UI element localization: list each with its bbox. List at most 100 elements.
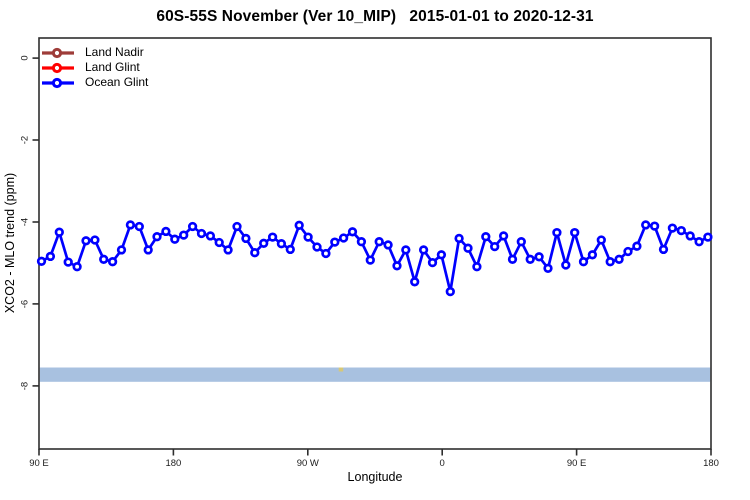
ocean-glint-marker (312, 242, 322, 252)
y-tick-label: -6 (19, 299, 31, 309)
legend-label: Ocean Glint (85, 75, 149, 89)
x-tick-label: 90 W (296, 458, 319, 469)
ocean-glint-marker (454, 233, 464, 244)
ocean-glint-marker (179, 230, 189, 240)
ocean-glint-marker (605, 257, 615, 267)
legend-label: Land Nadir (85, 45, 144, 59)
ocean-glint-marker (481, 232, 491, 242)
ocean-glint-marker (383, 240, 393, 250)
ocean-glint-marker (116, 245, 127, 255)
ocean-glint-marker (81, 236, 91, 246)
ocean-glint-marker (463, 243, 473, 253)
ocean-glint-marker (90, 235, 100, 245)
ocean-glint-marker (516, 237, 526, 247)
legend-item-land-nadir: Land Nadir (41, 45, 148, 60)
ocean-glint-marker (392, 261, 402, 271)
ocean-glint-marker (285, 244, 295, 255)
ocean-glint-marker (410, 277, 420, 287)
ocean-glint-marker (294, 220, 304, 230)
ocean-glint-marker (561, 260, 571, 270)
ocean-glint-marker (107, 257, 118, 267)
ocean-glint-marker (232, 221, 242, 232)
ocean-glint-marker (534, 252, 544, 262)
ocean-glint-marker (276, 239, 287, 249)
ocean-glint-marker (250, 248, 260, 258)
ocean-glint-marker (365, 255, 375, 265)
ocean-glint-marker (641, 220, 651, 230)
ocean-glint-marker (703, 232, 713, 242)
y-tick-label: -8 (19, 381, 31, 391)
legend-item-ocean-glint: Ocean Glint (41, 75, 148, 90)
ocean-glint-marker (205, 231, 216, 241)
x-axis-label: Longitude (347, 470, 403, 484)
ocean-glint-marker (418, 245, 429, 255)
ocean-glint-marker (596, 235, 606, 245)
ocean-glint-marker (436, 250, 447, 260)
ocean-glint-marker (676, 225, 686, 236)
ocean-glint-marker (543, 263, 553, 273)
ocean-glint-marker (525, 254, 535, 264)
ocean-glint-marker (214, 237, 224, 248)
ocean-glint-marker (578, 257, 589, 267)
ocean-glint-marker (241, 233, 251, 244)
reference-band (39, 367, 711, 382)
ocean-glint-marker (143, 245, 153, 255)
ocean-glint-line (40, 223, 710, 293)
ocean-glint-marker (125, 220, 136, 230)
ocean-glint-marker (445, 286, 455, 297)
ocean-glint-marker (303, 232, 313, 242)
ocean-glint-marker (507, 254, 518, 264)
ocean-glint-marker (161, 226, 171, 237)
ocean-glint-marker (614, 254, 624, 264)
plot-border (38, 37, 712, 450)
ocean-glint-marker (374, 237, 384, 247)
ocean-glint-marker (267, 232, 278, 242)
ocean-glint-marker (356, 237, 367, 247)
ocean-glint-swatch-icon (42, 77, 74, 88)
ocean-glint-marker (490, 241, 500, 252)
ocean-glint-marker (472, 262, 482, 272)
x-tick-label: 180 (165, 458, 182, 469)
y-axis-label: XCO2 - MLO trend (ppm) (3, 172, 17, 314)
chart-title: 60S-55S November (Ver 10_MIP) 2015-01-01… (156, 8, 594, 25)
ocean-glint-marker (63, 257, 73, 267)
ocean-glint-marker (685, 231, 695, 241)
stray-land-point (338, 367, 344, 372)
ocean-glint-marker (170, 234, 180, 244)
ocean-glint-marker (330, 237, 340, 247)
ocean-glint-marker (570, 227, 580, 238)
ocean-glint-marker (187, 221, 198, 232)
ocean-glint-marker (338, 233, 349, 243)
ocean-glint-marker (99, 254, 109, 264)
ocean-glint-marker (36, 256, 47, 266)
legend: Land Nadir Land Glint Ocean Glint (41, 45, 148, 90)
ocean-glint-marker (649, 221, 660, 231)
ocean-glint-marker (72, 262, 82, 272)
y-tick-label: 0 (19, 55, 31, 61)
ocean-glint-marker (321, 248, 331, 259)
ocean-glint-marker (401, 245, 411, 255)
ocean-glint-marker (623, 246, 633, 257)
ocean-glint-marker (54, 227, 64, 237)
x-tick-label: 90 E (566, 458, 587, 469)
ocean-glint-marker (45, 251, 56, 262)
ocean-glint-marker (498, 231, 509, 241)
land-glint-swatch-icon (42, 62, 74, 73)
x-tick-label: 90 E (29, 458, 49, 469)
ocean-glint-marker (632, 241, 642, 251)
x-tick-label: 0 (439, 458, 445, 469)
ocean-glint-marker (427, 257, 438, 268)
ocean-glint-marker (658, 244, 669, 255)
ocean-glint-marker (552, 227, 562, 238)
ocean-glint-marker (223, 245, 233, 255)
legend-label: Land Glint (85, 60, 140, 74)
legend-item-land-glint: Land Glint (41, 60, 148, 75)
ocean-glint-marker (134, 221, 144, 232)
ocean-glint-marker (667, 223, 678, 233)
x-tick-label: 180 (703, 458, 719, 469)
ocean-glint-marker (587, 250, 598, 260)
land-nadir-swatch-icon (42, 47, 74, 58)
ocean-glint-marker (259, 238, 269, 248)
